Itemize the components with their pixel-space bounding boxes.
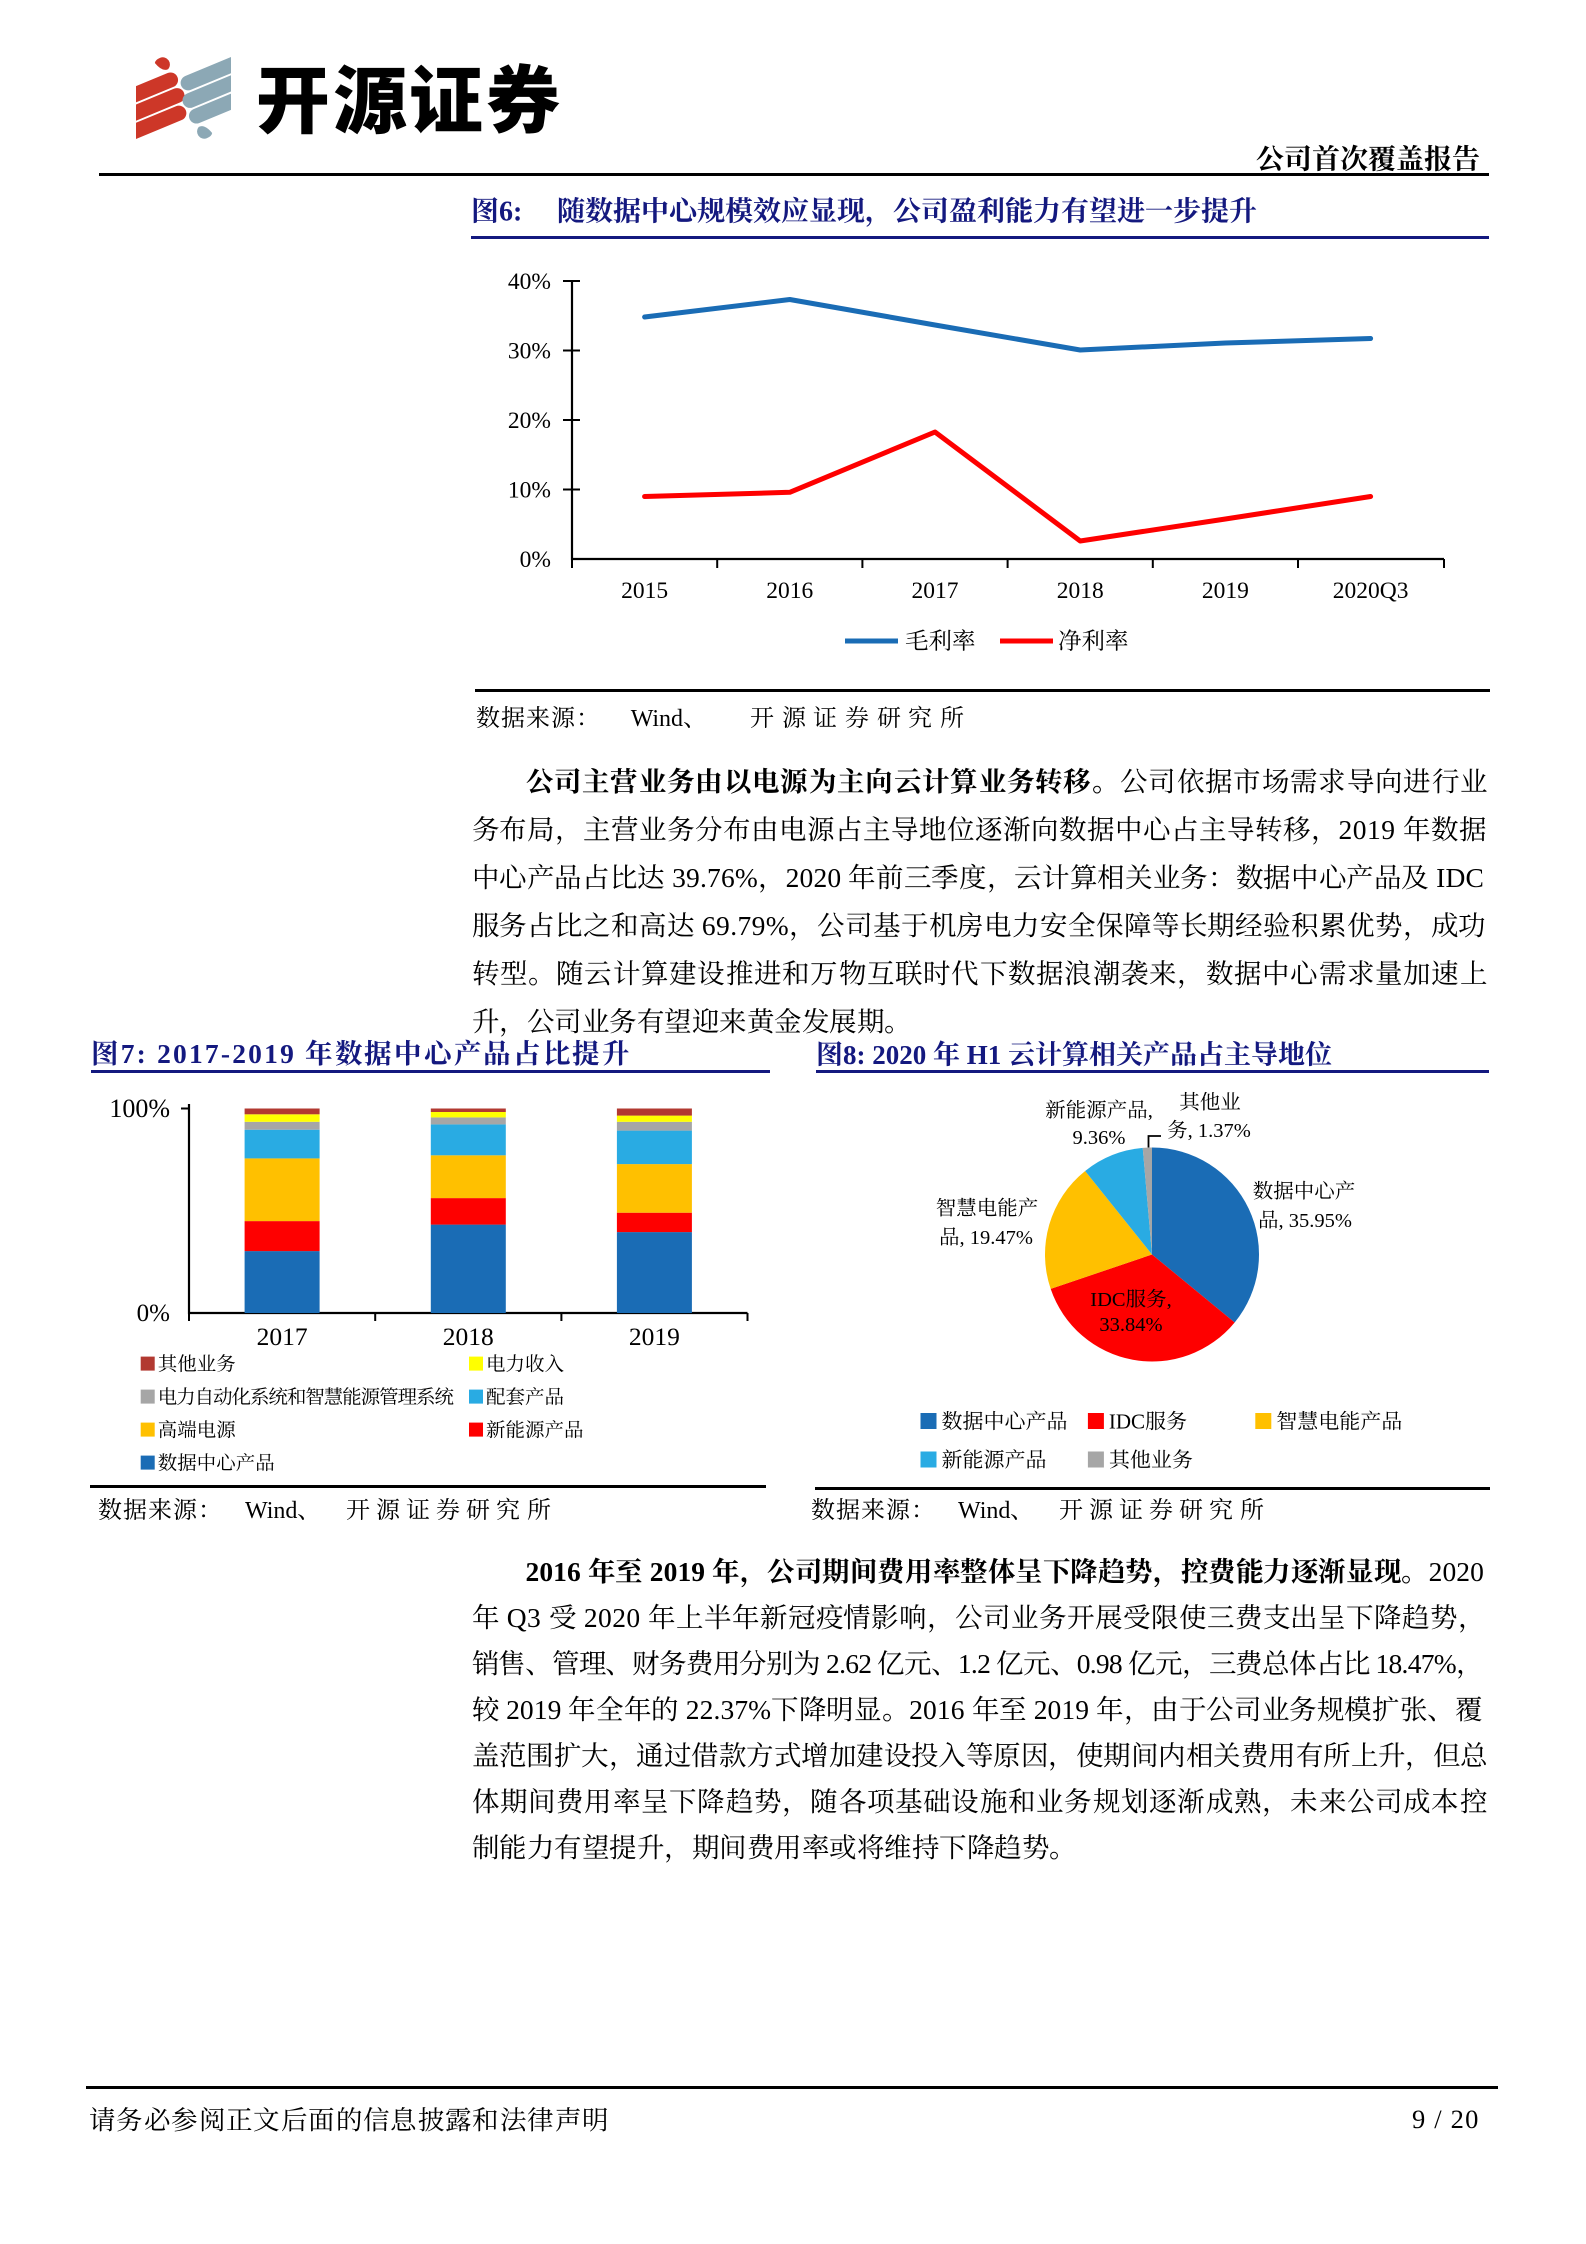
svg-text:33.84%: 33.84% — [1099, 1314, 1162, 1336]
svg-text:IDC: IDC — [1109, 1410, 1145, 1434]
svg-text:, 35.95%: , 35.95% — [1279, 1210, 1352, 1232]
svg-text:,: , — [1167, 1289, 1172, 1311]
svg-text:0%: 0% — [137, 1300, 170, 1327]
svg-text:0%: 0% — [520, 547, 551, 573]
svg-text:2016: 2016 — [766, 578, 813, 604]
svg-text:10%: 10% — [508, 478, 551, 504]
svg-text:20%: 20% — [508, 408, 551, 434]
svg-text:, 1.37%: , 1.37% — [1188, 1120, 1251, 1142]
svg-text:2017: 2017 — [257, 1322, 308, 1351]
svg-text:40%: 40% — [508, 269, 551, 295]
svg-text:100%: 100% — [109, 1094, 170, 1123]
svg-text:2017: 2017 — [912, 578, 959, 604]
svg-text:2015: 2015 — [621, 578, 668, 604]
svg-text:30%: 30% — [508, 339, 551, 365]
svg-text:9.36%: 9.36% — [1073, 1127, 1126, 1149]
svg-text:, 19.47%: , 19.47% — [960, 1227, 1033, 1249]
svg-text:IDC: IDC — [1090, 1289, 1125, 1311]
svg-text:,: , — [1148, 1100, 1153, 1122]
svg-text:2018: 2018 — [443, 1322, 494, 1351]
svg-text:2018: 2018 — [1057, 578, 1104, 604]
svg-text:2019: 2019 — [1202, 578, 1249, 604]
svg-text:2019: 2019 — [629, 1322, 680, 1351]
svg-text:2020Q3: 2020Q3 — [1333, 578, 1409, 604]
